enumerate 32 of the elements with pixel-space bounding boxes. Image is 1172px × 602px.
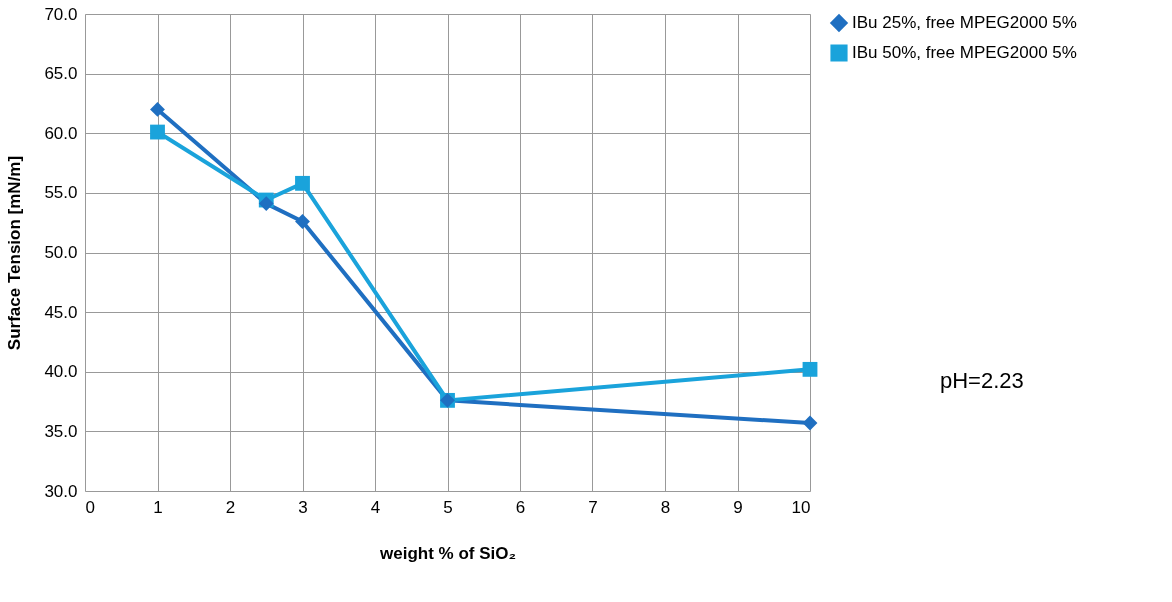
x-tick-label: 7 <box>588 497 598 517</box>
y-tick-label: 60.0 <box>44 123 78 143</box>
y-tick-label: 30.0 <box>44 481 78 501</box>
x-tick-label: 3 <box>298 497 308 517</box>
y-axis-title: Surface Tension [mN/m] <box>5 155 25 351</box>
y-tick-label: 65.0 <box>44 64 78 84</box>
x-tick-label: 8 <box>660 497 671 517</box>
x-axis-title: weight % of SiO₂ <box>379 543 516 563</box>
x-tick-label: 2 <box>225 497 236 517</box>
x-tick-label: 10 <box>791 497 811 517</box>
x-tick-label: 9 <box>733 497 743 517</box>
y-tick-label: 50.0 <box>44 243 78 262</box>
x-tick-label: 1 <box>153 497 163 517</box>
point <box>802 415 818 431</box>
point <box>295 214 310 229</box>
y-tick-label: 40.0 <box>44 362 78 382</box>
x-tick-label: 5 <box>443 497 453 517</box>
y-tick-label: 35.0 <box>44 421 78 441</box>
point <box>150 124 165 140</box>
y-tick-label: 55.0 <box>44 183 78 203</box>
x-tick-label: 0 <box>85 497 95 517</box>
text: pH=2.23 <box>940 368 1024 394</box>
x-tick-label: 6 <box>515 497 526 517</box>
x-tick-label: 4 <box>370 497 381 517</box>
legend-label: IBu 25%, free MPEG2000 5% <box>852 13 1077 32</box>
y-tick-label: 45.0 <box>44 302 78 322</box>
y-tick-label: 70.0 <box>44 4 78 24</box>
point <box>802 361 818 377</box>
point <box>150 101 165 117</box>
point <box>258 196 274 212</box>
point <box>295 175 310 191</box>
legend-label: IBu 50%, free MPEG2000 5% <box>852 43 1077 62</box>
